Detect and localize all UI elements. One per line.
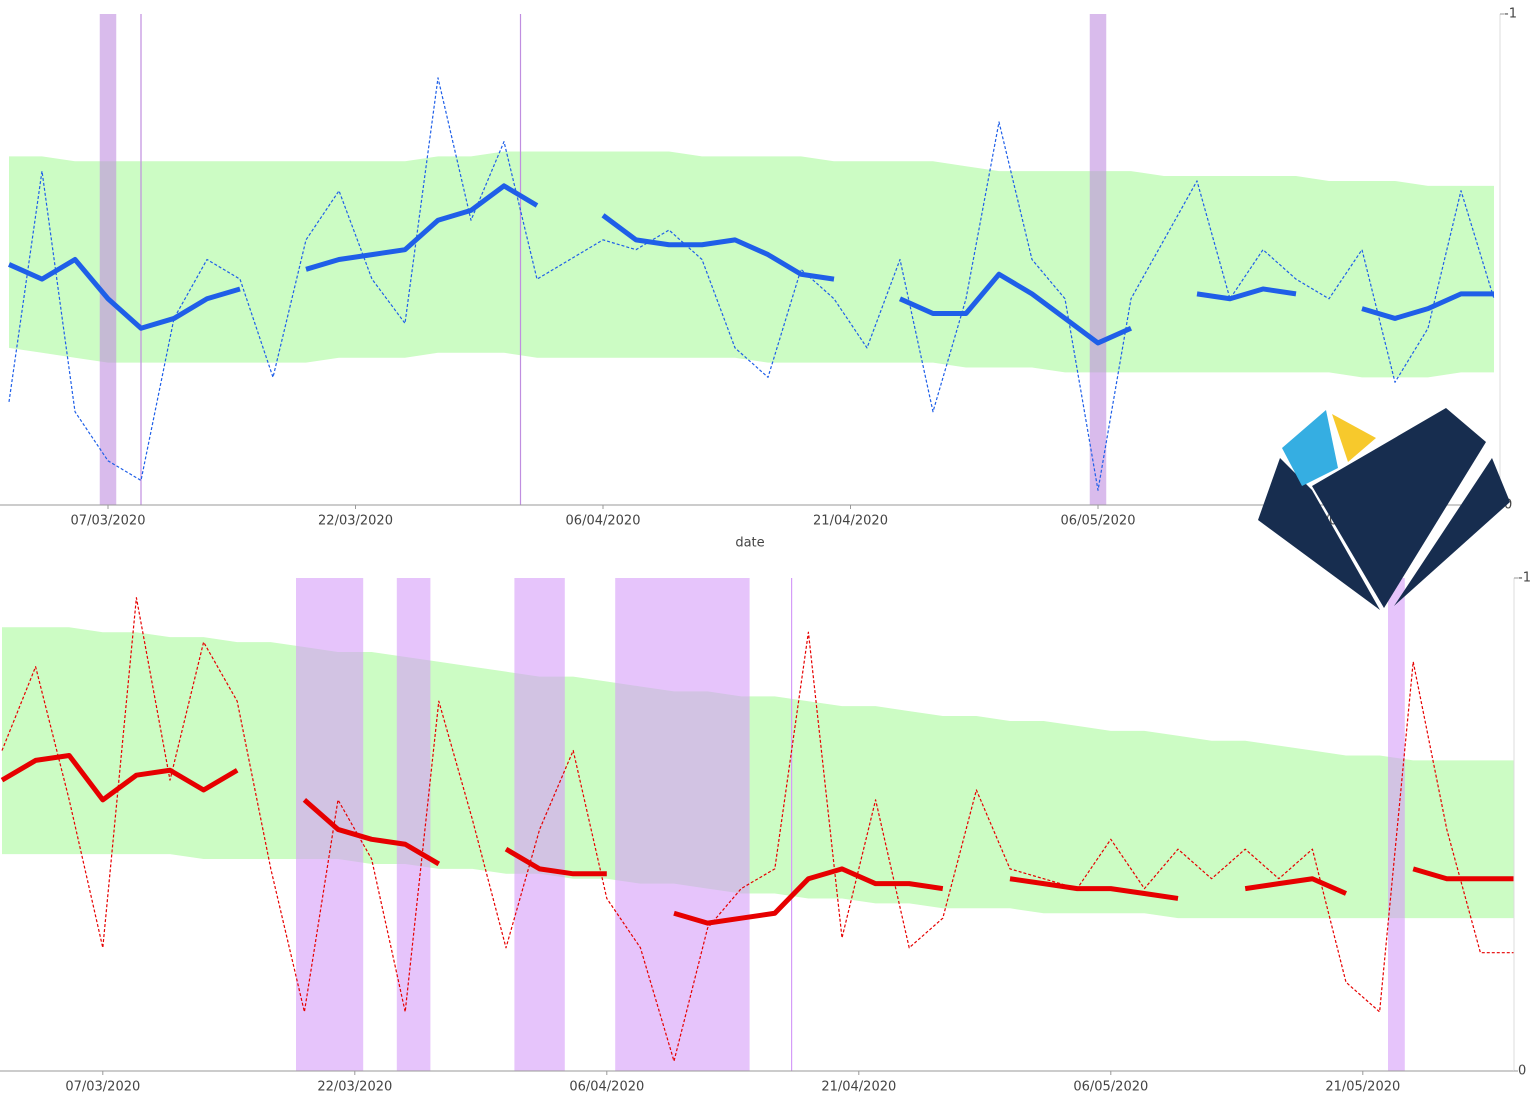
plots: 07/03/2020 22/03/2020 06/04/2020 21/04/2020…: [0, 7, 1530, 1095]
logo-shape: [1312, 408, 1486, 608]
highlight-span: [514, 578, 565, 1071]
y-tick-label: 0: [1518, 1064, 1526, 1079]
x-tick-label: 06/04/2020: [566, 514, 641, 529]
x-axis-label: date: [735, 536, 764, 551]
y-tick-label: -1: [1518, 571, 1530, 586]
trend-line: [0, 752, 1514, 926]
x-tick-label: 06/05/2020: [1061, 514, 1136, 529]
logo-shape: [1394, 458, 1510, 606]
dashed-line: [1, 597, 1514, 1062]
x-tick-label: 06/04/2020: [569, 1080, 644, 1095]
highlight-span: [396, 578, 431, 1071]
x-tick-label: 07/03/2020: [65, 1080, 140, 1095]
y-tick-label: -1: [1504, 7, 1517, 22]
highlight-span: [99, 14, 117, 505]
highlight-span: [1089, 14, 1107, 505]
logo: [1258, 408, 1510, 610]
x-tick-label: 22/03/2020: [318, 514, 393, 529]
highlight-span: [615, 578, 750, 1071]
y-tick-label: 0: [1504, 498, 1512, 513]
trend-line: [7, 183, 1494, 346]
logo-shape: [1258, 458, 1380, 610]
x-tick-label: 07/03/2020: [71, 514, 146, 529]
x-tick-label: 22/03/2020: [317, 1080, 392, 1095]
highlight-span: [1388, 578, 1405, 1071]
x-tick-label: 21/04/2020: [821, 1080, 896, 1095]
x-tick-label: 21/05/2020: [1325, 1080, 1400, 1095]
x-tick-label: 06/05/2020: [1073, 1080, 1148, 1095]
band: [2, 627, 1514, 919]
dashed-line: [8, 77, 1495, 491]
logo-shape: [1332, 414, 1376, 462]
logo-shape: [1282, 410, 1338, 486]
x-tick-label: 21/04/2020: [813, 514, 888, 529]
band: [9, 151, 1494, 378]
